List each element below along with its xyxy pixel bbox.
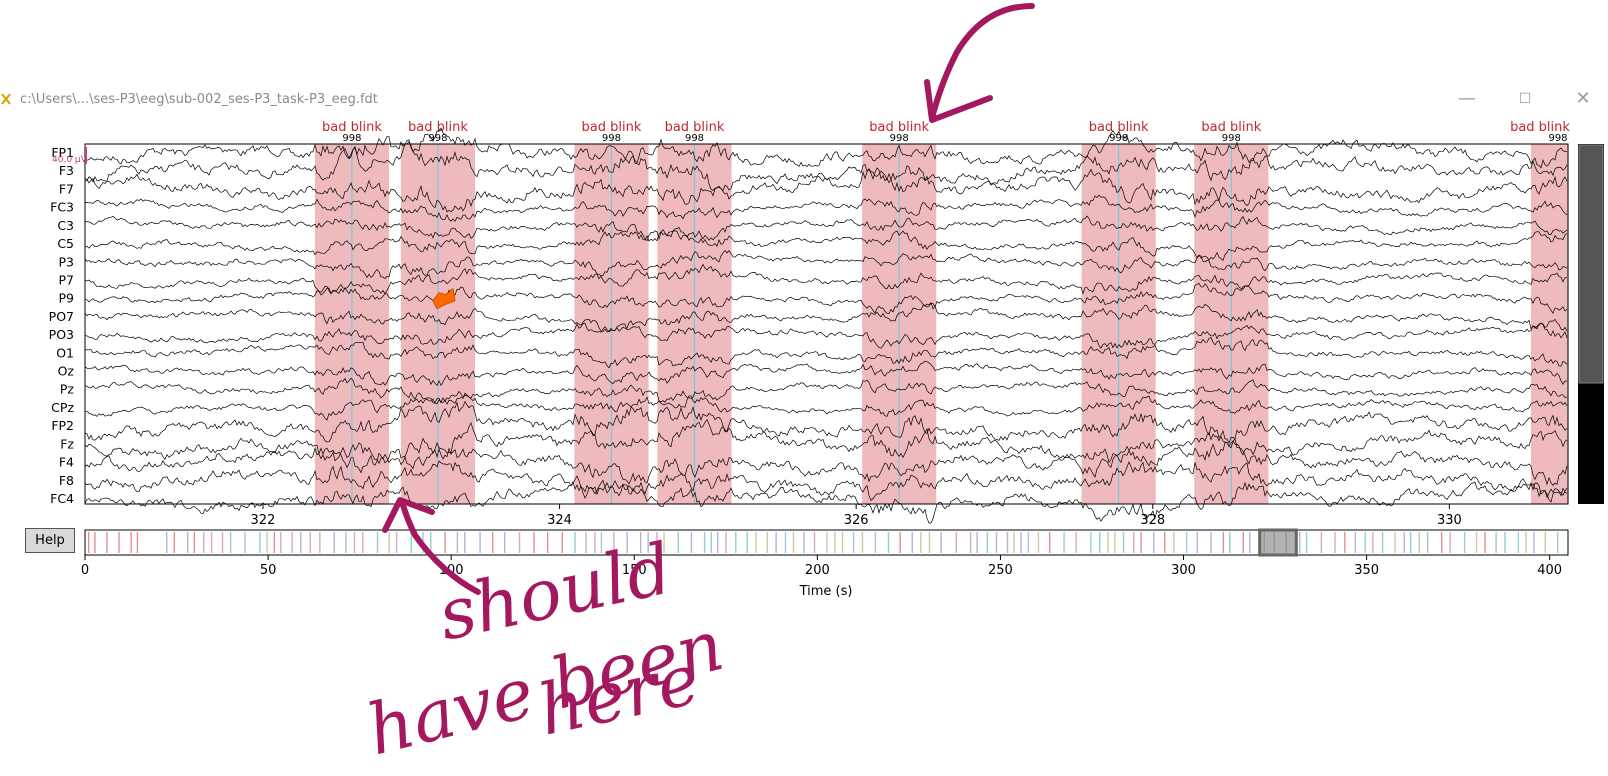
channel-label-FC3[interactable]: FC3 <box>50 200 74 215</box>
event-code-7: 998 <box>1548 133 1567 144</box>
channel-labels: FP1 F3 F7 FC3 C3 C5 P3 P7 P9 PO7 PO3 O1 Oz Pz CPz FP2 Fz… <box>49 145 75 506</box>
channel-label-Oz[interactable]: Oz <box>58 364 75 379</box>
trace-P9 <box>85 282 1568 315</box>
window-title: c:\Users\...\ses-P3\eeg\sub-002_ses-P3_t… <box>20 92 378 107</box>
overview-tick-label-0: 0 <box>81 563 89 578</box>
annotation-label-6: bad blink <box>1201 120 1261 135</box>
channel-label-C3[interactable]: C3 <box>57 218 74 233</box>
channel-label-P9[interactable]: P9 <box>59 291 75 306</box>
close-button[interactable]: ✕ <box>1575 88 1591 109</box>
eeg-traces <box>84 127 1568 524</box>
trace-F8 <box>84 460 1568 503</box>
overview-view-window[interactable] <box>1258 528 1298 557</box>
overview-tick-label-350: 350 <box>1354 563 1379 578</box>
trace-Pz <box>84 377 1568 405</box>
channel-label-Pz[interactable]: Pz <box>60 382 75 397</box>
channel-label-PO7[interactable]: PO7 <box>49 309 74 324</box>
handwritten-arrow-bottom <box>382 497 481 595</box>
scale-label: 40.0 µV <box>52 155 88 165</box>
channel-label-F4[interactable]: F4 <box>59 455 74 470</box>
trace-FP1 <box>84 127 1568 169</box>
channel-label-F7[interactable]: F7 <box>59 181 74 196</box>
overview-xlabel: Time (s) <box>799 584 853 599</box>
annotation-label-1: bad blink <box>408 120 468 135</box>
x-axis-ticks: 322 324 326 328 330 <box>251 504 1462 528</box>
trace-Oz <box>84 360 1568 387</box>
trace-FC4 <box>84 475 1568 524</box>
trace-CPz <box>84 392 1568 421</box>
overview-bar[interactable] <box>84 528 1569 557</box>
trace-F7 <box>84 167 1568 213</box>
trace-P3 <box>84 249 1568 280</box>
annotation-label-5: bad blink <box>1089 120 1149 135</box>
channel-label-C5[interactable]: C5 <box>57 236 74 251</box>
trace-C5 <box>84 230 1568 261</box>
x-tick-label-322: 322 <box>251 513 276 528</box>
overview-event-markers <box>87 532 1559 553</box>
annotation-label-4: bad blink <box>869 120 929 135</box>
overview-tick-label-150: 150 <box>622 563 647 578</box>
window-titlebar: c:\Users\...\ses-P3\eeg\sub-002_ses-P3_t… <box>0 88 1608 112</box>
channel-label-CPz[interactable]: CPz <box>51 400 74 415</box>
channel-label-FP2[interactable]: FP2 <box>51 418 74 433</box>
channel-label-PO3[interactable]: PO3 <box>49 327 74 342</box>
channel-label-P3[interactable]: P3 <box>59 254 75 269</box>
annotation-label-2: bad blink <box>582 120 642 135</box>
channel-label-F3[interactable]: F3 <box>59 163 74 178</box>
selected-segment[interactable] <box>432 287 456 310</box>
x-tick-label-326: 326 <box>844 513 869 528</box>
maximize-button[interactable]: ☐ <box>1518 91 1532 107</box>
event-code-3: 998 <box>685 133 704 144</box>
trace-FP2 <box>84 400 1568 445</box>
channel-label-Fz[interactable]: Fz <box>60 436 74 451</box>
trace-PO3 <box>84 322 1568 349</box>
channel-label-F8[interactable]: F8 <box>59 473 74 488</box>
minimize-button[interactable]: — <box>1458 88 1476 109</box>
overview-tick-label-250: 250 <box>988 563 1013 578</box>
event-code-2: 998 <box>602 133 621 144</box>
x-tick-label-330: 330 <box>1437 513 1462 528</box>
event-code-5: 998 <box>1109 133 1128 144</box>
annotation-label-0: bad blink <box>322 120 382 135</box>
help-button[interactable]: Help <box>25 528 75 553</box>
overview-tick-label-400: 400 <box>1537 563 1562 578</box>
trace-F4 <box>84 438 1568 486</box>
event-code-4: 998 <box>890 133 909 144</box>
overview-tick-label-200: 200 <box>805 563 830 578</box>
handwritten-arrow-top <box>924 3 1035 123</box>
trace-PO7 <box>84 302 1568 333</box>
annotation-label-3: bad blink <box>665 120 725 135</box>
trace-F3 <box>84 140 1568 192</box>
overview-x-axis: 0 50 100 150 200 250 300 350 400 <box>81 555 1562 578</box>
trace-C3 <box>84 215 1568 242</box>
event-code-1: 998 <box>428 133 447 144</box>
overview-tick-label-300: 300 <box>1171 563 1196 578</box>
main-plot-frame[interactable] <box>84 143 1569 505</box>
overview-tick-label-50: 50 <box>260 563 277 578</box>
event-code-0: 998 <box>342 133 361 144</box>
trace-FC3 <box>84 194 1568 222</box>
annotation-span-7[interactable] <box>1530 144 1568 504</box>
event-code-6: 998 <box>1222 133 1241 144</box>
trace-O1 <box>84 337 1568 369</box>
trace-Fz <box>84 419 1568 465</box>
app-icon <box>1 93 11 105</box>
channel-label-P7[interactable]: P7 <box>59 272 75 287</box>
channel-label-O1[interactable]: O1 <box>56 345 74 360</box>
channel-label-FP1[interactable]: FP1 <box>51 145 74 160</box>
channel-label-FC4[interactable]: FC4 <box>50 491 74 506</box>
x-tick-label-328: 328 <box>1140 513 1165 528</box>
x-tick-label-324: 324 <box>547 513 572 528</box>
channel-scrollbar-thumb[interactable] <box>1578 144 1604 384</box>
annotation-label-7: bad blink <box>1510 120 1570 135</box>
